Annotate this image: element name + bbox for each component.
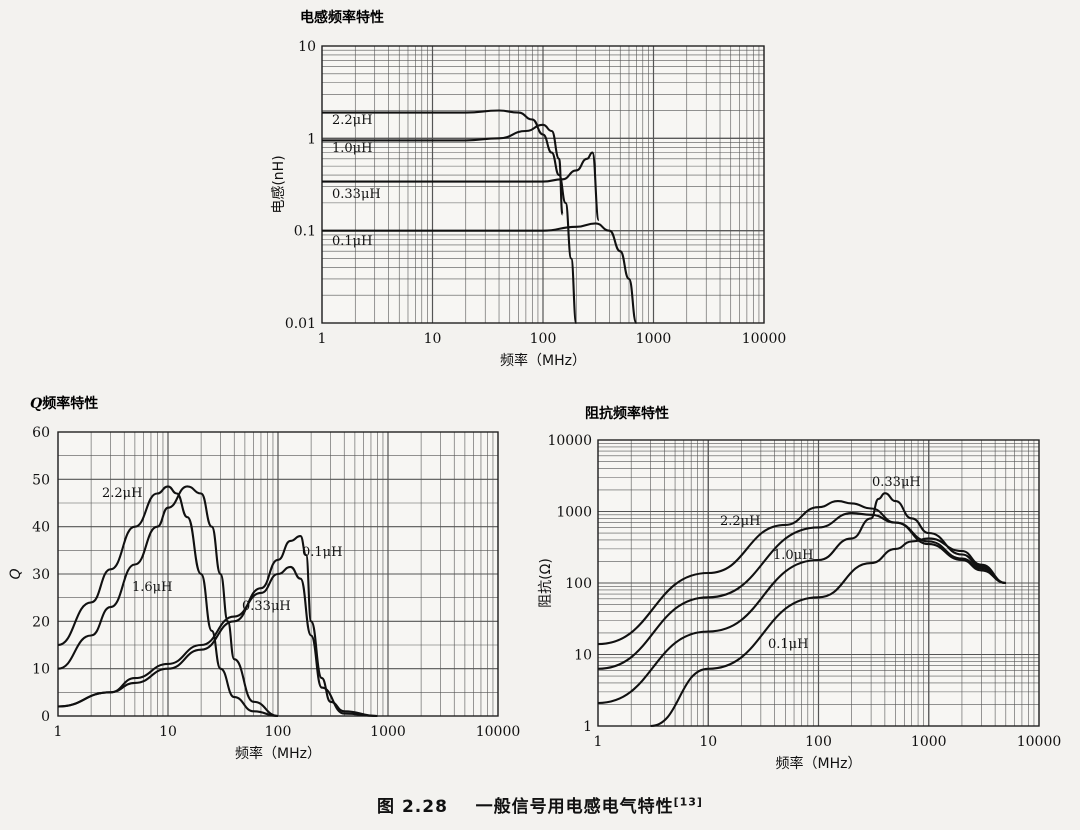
series-line-1 bbox=[597, 512, 1006, 670]
x-tick-label: 1 bbox=[594, 734, 603, 750]
y-tick-label: 10 bbox=[298, 39, 316, 55]
x-tick-label: 1000 bbox=[636, 331, 672, 347]
y-tick-label: 100 bbox=[565, 576, 592, 592]
x-tick-label: 1 bbox=[54, 724, 63, 740]
x-tick-label: 1000 bbox=[370, 724, 406, 740]
series-label: 0.33μH bbox=[242, 599, 291, 614]
x-tick-label: 10000 bbox=[1017, 734, 1062, 750]
impedance-chart: 1 10 100 1000 10000 1 10 100 1000 10000 阻抗频率特性频率（M… bbox=[538, 405, 1061, 772]
series-line-3 bbox=[650, 537, 1006, 728]
x-tick-label: 10000 bbox=[742, 331, 787, 347]
x-tick-label: 1 bbox=[318, 331, 327, 347]
x-tick-label: 100 bbox=[530, 331, 557, 347]
x-axis-label: 频率（MHz） bbox=[235, 745, 321, 762]
series-line-3 bbox=[57, 535, 378, 718]
series-line-2 bbox=[322, 151, 600, 222]
y-tick-label: 10 bbox=[32, 662, 50, 678]
series-label: 2.2μH bbox=[332, 113, 372, 128]
y-tick-label: 1 bbox=[583, 719, 592, 735]
series-label: 0.33μH bbox=[872, 475, 921, 490]
x-tick-label: 10 bbox=[424, 331, 442, 347]
chart-title-symbol: Q bbox=[30, 396, 42, 412]
caption-number: 图 2.28 bbox=[377, 797, 448, 817]
chart-title: Q频率特性 bbox=[30, 395, 98, 412]
series-label: 1.0μH bbox=[332, 141, 372, 156]
x-tick-label: 100 bbox=[805, 734, 832, 750]
chart-title: 电感频率特性 bbox=[300, 9, 384, 26]
y-axis-label: 阻抗(Ω) bbox=[538, 558, 554, 608]
x-tick-label: 10 bbox=[699, 734, 717, 750]
figure-caption: 图 2.28 一般信号用电感电气特性[13] bbox=[0, 792, 1080, 817]
plot-frame bbox=[597, 439, 1040, 727]
x-tick-label: 10 bbox=[159, 724, 177, 740]
plot-frame bbox=[321, 45, 765, 324]
y-axis-label: 电感(nH) bbox=[270, 155, 287, 213]
series-line-3 bbox=[322, 222, 638, 325]
y-tick-label: 0.01 bbox=[285, 316, 316, 332]
series-line-0 bbox=[597, 500, 1006, 646]
x-axis-label: 频率（MHz） bbox=[500, 352, 586, 369]
x-tick-label: 100 bbox=[265, 724, 292, 740]
y-tick-label: 10 bbox=[574, 648, 592, 664]
x-axis-label: 频率（MHz） bbox=[776, 755, 862, 772]
series-label: 0.1μH bbox=[768, 637, 808, 652]
y-tick-label: 50 bbox=[32, 472, 50, 488]
y-tick-label: 60 bbox=[32, 425, 50, 441]
q-chart: 1 10 100 1000 100000102030405060Q频率特性频率（MHz）… bbox=[8, 395, 520, 762]
caption-text: 一般信号用电感电气特性 bbox=[475, 797, 674, 817]
y-tick-label: 40 bbox=[32, 520, 50, 536]
chart-title: 阻抗频率特性 bbox=[585, 405, 669, 422]
y-tick-label: 10000 bbox=[547, 433, 592, 449]
series-line-2 bbox=[597, 492, 1006, 705]
x-tick-label: 10000 bbox=[476, 724, 521, 740]
y-tick-label: 0.1 bbox=[294, 224, 316, 240]
series-line-0 bbox=[57, 485, 279, 718]
series-label: 1.6μH bbox=[132, 580, 172, 595]
series-label: 0.1μH bbox=[302, 545, 342, 560]
y-tick-label: 0 bbox=[41, 709, 50, 725]
y-tick-label: 20 bbox=[32, 614, 50, 630]
series-label: 0.33μH bbox=[332, 187, 381, 202]
y-tick-label: 1000 bbox=[556, 505, 592, 521]
y-axis-label: Q bbox=[8, 568, 24, 579]
series-line-1 bbox=[57, 485, 279, 718]
series-label: 2.2μH bbox=[102, 486, 142, 501]
series-line-0 bbox=[322, 109, 578, 325]
series-label: 1.0μH bbox=[773, 548, 813, 563]
series-line-2 bbox=[57, 565, 378, 718]
series-label: 2.2μH bbox=[720, 514, 760, 529]
x-tick-label: 1000 bbox=[911, 734, 947, 750]
chart-title-text: 频率特性 bbox=[42, 395, 98, 412]
series-label: 0.1μH bbox=[332, 234, 372, 249]
caption-reference: [13] bbox=[673, 795, 703, 809]
y-tick-label: 30 bbox=[32, 567, 50, 583]
y-tick-label: 1 bbox=[307, 131, 316, 147]
grid bbox=[321, 45, 765, 324]
series-line-1 bbox=[322, 123, 564, 216]
